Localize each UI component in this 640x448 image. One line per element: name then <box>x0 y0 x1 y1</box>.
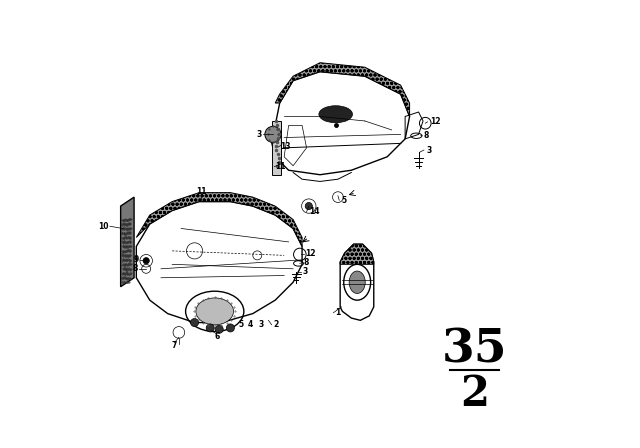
Text: 11: 11 <box>275 162 285 171</box>
Polygon shape <box>340 244 374 264</box>
Text: 3: 3 <box>302 267 307 276</box>
Ellipse shape <box>319 106 353 123</box>
Text: 8: 8 <box>423 131 428 140</box>
Text: 3: 3 <box>257 130 262 139</box>
Text: 12: 12 <box>305 249 316 258</box>
Text: 13: 13 <box>280 142 290 151</box>
Text: 14: 14 <box>309 207 319 216</box>
Text: 2: 2 <box>273 320 278 329</box>
Text: 3: 3 <box>258 320 264 329</box>
Text: 9: 9 <box>133 255 139 264</box>
Text: 2: 2 <box>460 373 489 415</box>
Circle shape <box>227 324 234 332</box>
Polygon shape <box>272 121 281 175</box>
Text: 4: 4 <box>248 320 253 329</box>
Ellipse shape <box>349 271 365 293</box>
Text: 11: 11 <box>196 187 207 196</box>
Circle shape <box>215 325 223 333</box>
Text: 8: 8 <box>132 264 138 273</box>
Circle shape <box>191 319 198 327</box>
Circle shape <box>305 202 312 210</box>
Text: 5: 5 <box>342 196 347 205</box>
Text: 3: 3 <box>426 146 431 155</box>
Text: 8: 8 <box>304 258 309 267</box>
Circle shape <box>143 258 149 264</box>
Circle shape <box>206 324 214 332</box>
Text: 35: 35 <box>442 327 508 372</box>
Text: 12: 12 <box>430 117 440 126</box>
Polygon shape <box>275 63 410 116</box>
Polygon shape <box>121 197 134 287</box>
Circle shape <box>265 126 281 142</box>
Text: 6: 6 <box>214 332 220 341</box>
Text: 7: 7 <box>172 341 177 350</box>
Text: 10: 10 <box>98 222 109 231</box>
Text: 5: 5 <box>239 320 244 329</box>
Ellipse shape <box>196 298 234 325</box>
Text: 1: 1 <box>335 308 340 317</box>
Polygon shape <box>136 193 302 246</box>
